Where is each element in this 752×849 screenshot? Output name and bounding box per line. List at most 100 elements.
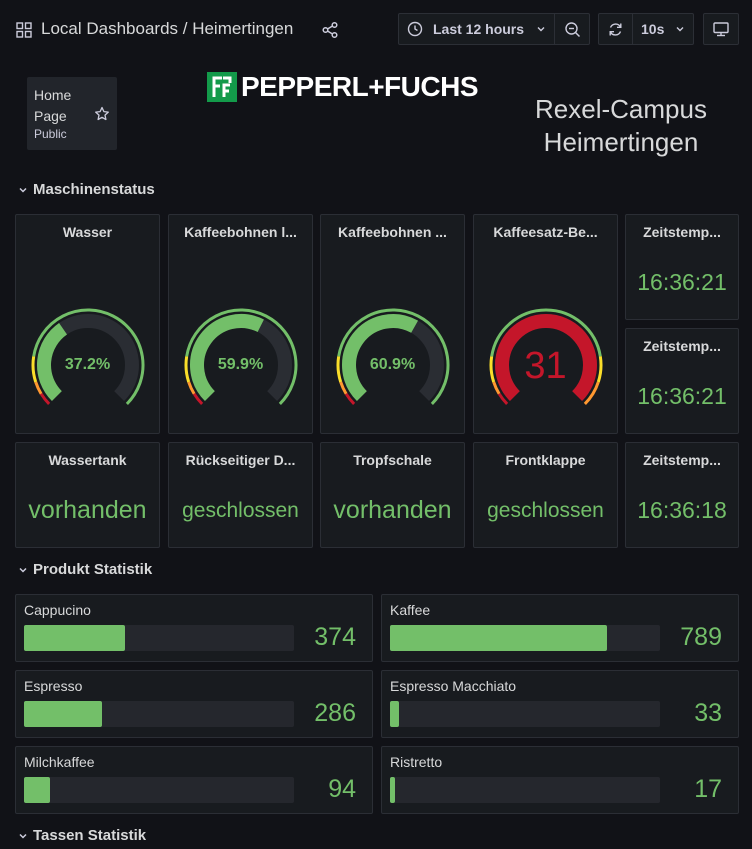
product-count: 33: [694, 699, 722, 727]
product-bar-panel[interactable]: Milchkaffee 94: [15, 746, 373, 814]
panel-title: Zeitstemp...: [643, 338, 721, 354]
row-maschinenstatus[interactable]: Maschinenstatus: [18, 181, 155, 198]
tv-mode-button[interactable]: [703, 13, 739, 45]
gauge-threshold-green: [337, 308, 450, 405]
gauge-threshold-orange: [583, 381, 600, 405]
gauge-threshold-orange: [339, 381, 348, 395]
chevron-down-icon: [19, 833, 27, 839]
refresh-interval-label: 10s: [641, 21, 665, 37]
status-panel-wassertank[interactable]: Wassertank vorhanden: [15, 442, 160, 548]
time-range-label: Last 12 hours: [433, 21, 525, 37]
pepperl-fuchs-logo-mark: [207, 72, 237, 102]
zoom-out-icon: [564, 21, 580, 37]
row-title-tassen-statistik: Tassen Statistik: [33, 827, 147, 844]
status-panel-tropfschale[interactable]: Tropfschale vorhanden: [320, 442, 465, 548]
gauge-panel-kaffeebohnen-r[interactable]: Kaffeebohnen ... 60.9%: [320, 214, 465, 434]
product-name: Espresso: [24, 678, 83, 694]
home-page-subtitle: Public: [34, 127, 67, 141]
product-bar-fill: [390, 701, 400, 727]
time-range-picker[interactable]: Last 12 hours: [399, 14, 555, 44]
chevron-down-icon: [537, 27, 545, 32]
gauge-value: 37.2%: [64, 356, 111, 373]
product-name: Ristretto: [390, 754, 443, 770]
chevron-down-icon: [19, 567, 27, 573]
gauge-value-arc: [37, 322, 68, 402]
product-bar-fill: [24, 701, 103, 727]
gauge-panel-kaffeesatz[interactable]: Kaffeesatz-Be... 31: [473, 214, 618, 434]
share-icon[interactable]: [321, 21, 339, 39]
product-bar-track: [390, 625, 660, 651]
product-name: Milchkaffee: [24, 754, 95, 770]
product-count: 374: [314, 623, 356, 651]
home-page-title: Home Page: [34, 87, 72, 124]
gauge-panel-kaffeebohnen-l[interactable]: Kaffeebohnen l... 59.9%: [168, 214, 313, 434]
star-icon[interactable]: [94, 106, 110, 122]
top-navbar: Local Dashboards / Heimertingen Last 12 …: [0, 0, 752, 60]
gauge-value-arc: [190, 314, 264, 402]
timestamp-panel[interactable]: Zeitstemp... 16:36:21: [625, 214, 739, 320]
gauge-threshold-yellow: [596, 356, 603, 383]
product-bar-panel[interactable]: Espresso Macchiato 33: [381, 670, 739, 738]
gauge-value-arc: [342, 314, 419, 402]
clock-icon: [407, 21, 423, 37]
gauge-threshold-red: [497, 392, 509, 405]
row-title-maschinenstatus: Maschinenstatus: [33, 181, 155, 198]
gauge-threshold-orange: [34, 381, 43, 395]
row-produkt-statistik[interactable]: Produkt Statistik: [18, 561, 152, 578]
row-title-produkt-statistik: Produkt Statistik: [33, 561, 153, 578]
product-bar-track: [24, 625, 294, 651]
status-panel-rueckseitiger-deckel[interactable]: Rückseitiger D... geschlossen: [168, 442, 313, 548]
product-bar-panel[interactable]: Espresso 286: [15, 670, 373, 738]
gauge-kaffeebohnen-r: [336, 308, 450, 405]
product-bar-track: [390, 701, 660, 727]
gauge-threshold-red: [344, 392, 356, 405]
product-count: 17: [694, 775, 722, 803]
product-count: 286: [314, 699, 356, 727]
panel-title: Zeitstemp...: [643, 224, 721, 240]
panel-title: Wassertank: [48, 452, 127, 468]
chevron-down-icon: [676, 27, 684, 32]
timestamp-panel[interactable]: Zeitstemp... 16:36:18: [625, 442, 739, 548]
refresh-icon: [609, 22, 622, 36]
product-count: 94: [328, 775, 356, 803]
pepperl-fuchs-logo: PEPPERL+FUCHS: [207, 71, 479, 102]
timestamp-panel[interactable]: Zeitstemp... 16:36:21: [625, 328, 739, 434]
breadcrumb[interactable]: Local Dashboards / Heimertingen: [41, 19, 294, 38]
tv-mode-icon: [713, 22, 729, 37]
status-value: vorhanden: [333, 496, 452, 524]
time-picker-group: Last 12 hours: [398, 13, 590, 45]
product-bar-fill: [24, 625, 125, 651]
product-bar-panel[interactable]: Kaffee 789: [381, 594, 739, 662]
gauge-kaffeebohnen-l: [184, 308, 298, 405]
status-value: geschlossen: [487, 499, 604, 522]
logo-text: PEPPERL+FUCHS: [241, 71, 479, 102]
product-bar-track: [390, 777, 660, 803]
gauge-panel-wasser[interactable]: Wasser 37.2%: [15, 214, 160, 434]
product-name: Espresso Macchiato: [390, 678, 517, 694]
chevron-down-icon: [19, 187, 27, 193]
gauge-value: 59.9%: [217, 356, 264, 373]
gauge-threshold-green: [185, 308, 298, 405]
refresh-button[interactable]: [599, 14, 633, 44]
row-tassen-statistik[interactable]: Tassen Statistik: [18, 827, 146, 844]
gauge-threshold-green: [490, 308, 602, 357]
dashboards-grid-icon[interactable]: [16, 22, 32, 38]
refresh-interval-picker[interactable]: 10s: [633, 14, 693, 44]
timestamp-value: 16:36:21: [637, 269, 727, 295]
panel-title: Zeitstemp...: [643, 452, 721, 468]
status-value: geschlossen: [182, 499, 299, 522]
gauge-threshold-yellow: [489, 356, 496, 383]
refresh-picker-group: 10s: [598, 13, 694, 45]
product-bar-panel[interactable]: Cappucino 374: [15, 594, 373, 662]
panel-title: Tropfschale: [353, 452, 432, 468]
home-page-card[interactable]: Home Page Public: [27, 77, 117, 150]
product-bar-track: [24, 701, 294, 727]
status-value: vorhanden: [28, 496, 147, 524]
status-panel-frontklappe[interactable]: Frontklappe geschlossen: [473, 442, 618, 548]
product-name: Kaffee: [390, 602, 431, 618]
gauge-kaffeesatz: [489, 308, 603, 405]
zoom-out-button[interactable]: [555, 14, 589, 44]
panel-title: Rückseitiger D...: [185, 452, 296, 468]
product-bar-fill: [390, 625, 607, 651]
product-bar-panel[interactable]: Ristretto 17: [381, 746, 739, 814]
